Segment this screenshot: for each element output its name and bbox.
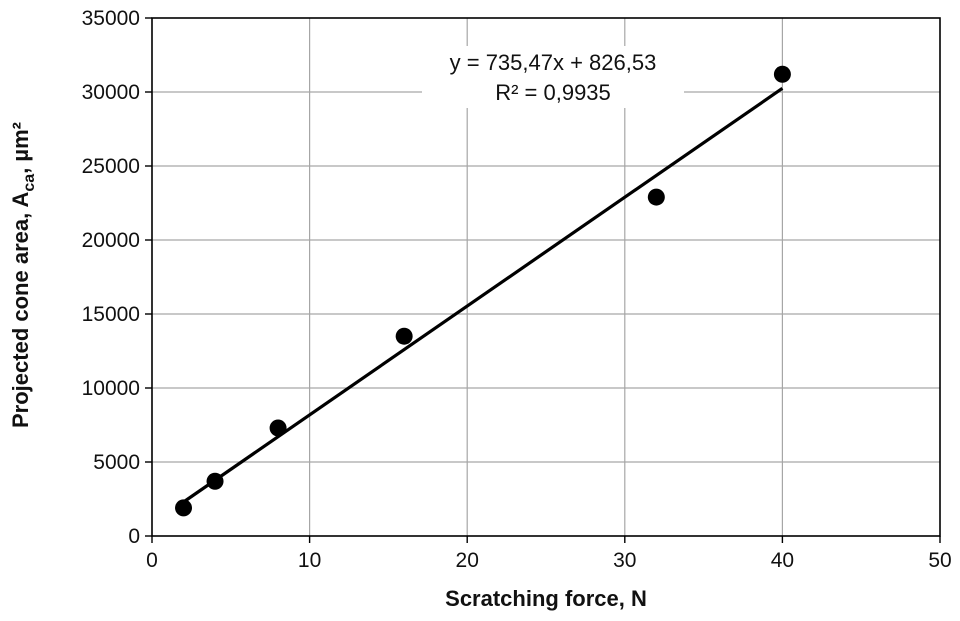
y-axis-title-main: Projected cone area, A: [8, 191, 33, 428]
trendline-equation: y = 735,47x + 826,53: [450, 50, 657, 75]
data-point: [773, 65, 791, 83]
y-tick-label: 25000: [82, 155, 140, 178]
y-tick-label: 10000: [82, 377, 140, 400]
y-tick-label: 20000: [82, 229, 140, 252]
plot-frame: [151, 17, 941, 537]
x-tick-label: 50: [928, 549, 951, 572]
y-tick-label: 5000: [93, 451, 140, 474]
x-tick-label: 20: [456, 549, 479, 572]
equation-background: [422, 46, 684, 108]
data-point: [647, 188, 665, 206]
trendline: [182, 87, 784, 504]
trendline-equation-box: y = 735,47x + 826,53 R² = 0,9935: [422, 46, 684, 108]
y-tick-label: 35000: [82, 7, 140, 30]
x-tick-label: 0: [146, 549, 158, 572]
data-point: [395, 327, 413, 345]
axes: [145, 17, 941, 543]
trendline-r-squared: R² = 0,9935: [495, 80, 611, 105]
data-point: [269, 419, 287, 437]
data-point: [206, 472, 224, 490]
x-tick-label: 40: [771, 549, 794, 572]
x-axis-title: Scratching force, N: [445, 586, 647, 611]
trendline-layer: [182, 87, 784, 504]
y-axis-title: Projected cone area, Aca, µm²: [8, 122, 38, 428]
y-tick-label: 30000: [82, 81, 140, 104]
data-point: [175, 499, 193, 517]
x-tick-label: 30: [613, 549, 636, 572]
y-axis-title-suffix: , µm²: [8, 122, 33, 174]
y-tick-label: 15000: [82, 303, 140, 326]
data-points: [175, 65, 791, 517]
tick-labels: 0 10 20 30 40 50 0 5000 10000 15000 20000 25000 3000…: [82, 7, 952, 572]
x-tick-label: 10: [298, 549, 321, 572]
y-tick-label: 0: [128, 525, 140, 548]
y-axis-title-subscript: ca: [21, 174, 38, 192]
